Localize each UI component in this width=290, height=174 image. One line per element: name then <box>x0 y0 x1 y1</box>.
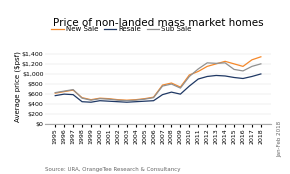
Sub Sale <box>206 62 209 64</box>
Sub Sale <box>116 99 119 101</box>
New Sale <box>89 99 93 101</box>
New Sale <box>206 65 209 68</box>
Sub Sale <box>125 100 128 102</box>
New Sale <box>214 63 218 65</box>
Resale <box>53 95 57 97</box>
Sub Sale <box>241 70 245 72</box>
Sub Sale <box>134 99 137 101</box>
Resale <box>62 93 66 95</box>
Resale <box>116 101 119 103</box>
Sub Sale <box>214 62 218 64</box>
Sub Sale <box>179 87 182 89</box>
New Sale <box>241 65 245 68</box>
Resale <box>143 100 146 102</box>
New Sale <box>134 99 137 101</box>
New Sale <box>250 59 254 61</box>
Resale <box>250 76 254 78</box>
Sub Sale <box>107 98 110 100</box>
New Sale <box>179 86 182 88</box>
Line: Sub Sale: Sub Sale <box>55 63 261 101</box>
Legend: New Sale, Resale, Sub Sale: New Sale, Resale, Sub Sale <box>48 23 194 35</box>
Resale <box>98 100 102 102</box>
Text: Jan-Feb 2018: Jan-Feb 2018 <box>277 120 282 157</box>
New Sale <box>143 98 146 100</box>
New Sale <box>232 63 236 65</box>
New Sale <box>116 99 119 101</box>
New Sale <box>259 56 263 58</box>
Resale <box>170 91 173 93</box>
New Sale <box>223 60 227 62</box>
Sub Sale <box>232 68 236 70</box>
New Sale <box>98 97 102 99</box>
Sub Sale <box>259 63 263 65</box>
Resale <box>188 85 191 87</box>
Resale <box>152 100 155 102</box>
New Sale <box>197 70 200 73</box>
Sub Sale <box>250 65 254 68</box>
New Sale <box>188 74 191 76</box>
Sub Sale <box>188 76 191 78</box>
New Sale <box>71 89 75 91</box>
Resale <box>107 100 110 102</box>
Resale <box>125 101 128 103</box>
Resale <box>134 101 137 103</box>
Sub Sale <box>152 97 155 99</box>
Resale <box>89 101 93 103</box>
New Sale <box>53 92 57 94</box>
Resale <box>161 94 164 96</box>
Sub Sale <box>143 98 146 100</box>
Sub Sale <box>62 90 66 92</box>
Sub Sale <box>71 89 75 91</box>
Resale <box>80 101 84 103</box>
Line: New Sale: New Sale <box>55 57 261 100</box>
Y-axis label: Average price ($psf): Average price ($psf) <box>14 51 21 122</box>
Resale <box>223 75 227 77</box>
New Sale <box>152 96 155 98</box>
Sub Sale <box>53 92 57 94</box>
New Sale <box>62 90 66 93</box>
Resale <box>197 78 200 80</box>
Resale <box>206 76 209 78</box>
Text: Source: URA, OrangeTee Research & Consultancy: Source: URA, OrangeTee Research & Consul… <box>45 167 180 172</box>
Resale <box>214 74 218 77</box>
Sub Sale <box>197 68 200 70</box>
New Sale <box>170 82 173 84</box>
New Sale <box>107 98 110 100</box>
Resale <box>179 93 182 95</box>
Resale <box>241 77 245 80</box>
Sub Sale <box>161 85 164 87</box>
New Sale <box>161 84 164 86</box>
New Sale <box>80 97 84 99</box>
Resale <box>71 94 75 96</box>
New Sale <box>125 99 128 101</box>
Resale <box>259 73 263 75</box>
Sub Sale <box>89 99 93 101</box>
Line: Resale: Resale <box>55 74 261 102</box>
Resale <box>232 76 236 78</box>
Sub Sale <box>170 83 173 85</box>
Title: Price of non-landed mass market homes: Price of non-landed mass market homes <box>53 18 263 29</box>
Sub Sale <box>98 98 102 100</box>
Sub Sale <box>223 62 227 64</box>
Sub Sale <box>80 97 84 99</box>
